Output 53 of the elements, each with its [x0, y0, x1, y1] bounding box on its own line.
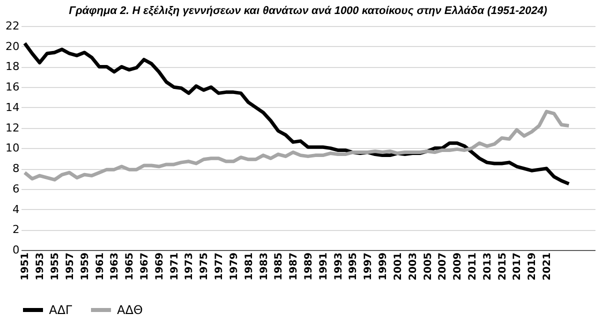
x-tick-label: 1957 — [64, 252, 76, 280]
y-tick-label: 6 — [12, 182, 20, 196]
x-tick-label: 1963 — [110, 252, 121, 280]
x-tick-label: 1995 — [348, 252, 360, 280]
legend-label: ΑΔΓ — [49, 303, 72, 317]
x-tick-label: 2011 — [468, 252, 478, 280]
x-tick-label: 2005 — [422, 252, 434, 280]
x-tick-label: 1977 — [214, 252, 226, 280]
x-tick-label: 1983 — [258, 252, 270, 280]
x-tick-label: 1979 — [228, 252, 240, 280]
x-tick-label: 1969 — [154, 252, 166, 280]
x-tick-label: 1953 — [35, 252, 46, 280]
x-tick-label: 2001 — [392, 252, 404, 280]
x-tick-label: 1961 — [94, 252, 106, 280]
y-tick-label: 0 — [12, 244, 20, 256]
x-tick-label: 1989 — [304, 252, 314, 280]
y-tick-label: 10 — [6, 142, 20, 155]
x-tick-label: 1959 — [80, 252, 91, 280]
x-tick-label: 1997 — [363, 252, 374, 280]
chart-title: Γράφημα 2. Η εξέλιξη γεννήσεων και θανάτων ανά 1000 κατοίκους στην Ελλάδα (1951-2024) — [68, 5, 548, 17]
x-tick-label: 1999 — [378, 252, 390, 280]
x-tick-label: 1973 — [184, 252, 196, 280]
x-tick-label: 1955 — [50, 252, 62, 280]
x-tick-label: 2021 — [542, 252, 554, 280]
x-tick-label: 1985 — [274, 252, 285, 280]
y-tick-label: 14 — [6, 100, 20, 114]
line-series — [22, 42, 571, 186]
line-series — [22, 110, 571, 182]
x-tick-label: 2017 — [512, 252, 524, 280]
x-tick-label: 1981 — [244, 252, 255, 280]
y-tick-label: 12 — [6, 121, 20, 134]
x-tick-label: 1991 — [318, 252, 330, 280]
y-tick-label: 8 — [12, 162, 20, 176]
y-tick-label: 20 — [6, 40, 20, 53]
x-tick-label: 2013 — [482, 252, 494, 280]
y-tick-label: 18 — [6, 60, 20, 74]
x-tick-label: 1975 — [199, 252, 210, 280]
x-tick-label: 1987 — [288, 252, 300, 280]
x-tick-label: 2009 — [452, 252, 464, 280]
x-tick-label: 2007 — [438, 252, 449, 280]
x-tick-label: 1965 — [124, 252, 136, 280]
y-tick-label: 2 — [12, 223, 20, 236]
x-tick-label: 2003 — [408, 252, 419, 280]
x-tick-label: 2019 — [527, 252, 538, 280]
x-tick-label: 1967 — [140, 252, 150, 280]
y-tick-label: 16 — [6, 80, 20, 94]
y-tick-label: 4 — [12, 202, 20, 216]
x-tick-label: 1951 — [20, 252, 32, 280]
x-tick-label: 2015 — [497, 252, 508, 280]
x-tick-label: 1993 — [333, 252, 344, 280]
y-tick-label: 22 — [6, 20, 20, 32]
x-tick-label: 1971 — [169, 252, 180, 280]
legend-label: ΑΔΘ — [117, 303, 143, 317]
